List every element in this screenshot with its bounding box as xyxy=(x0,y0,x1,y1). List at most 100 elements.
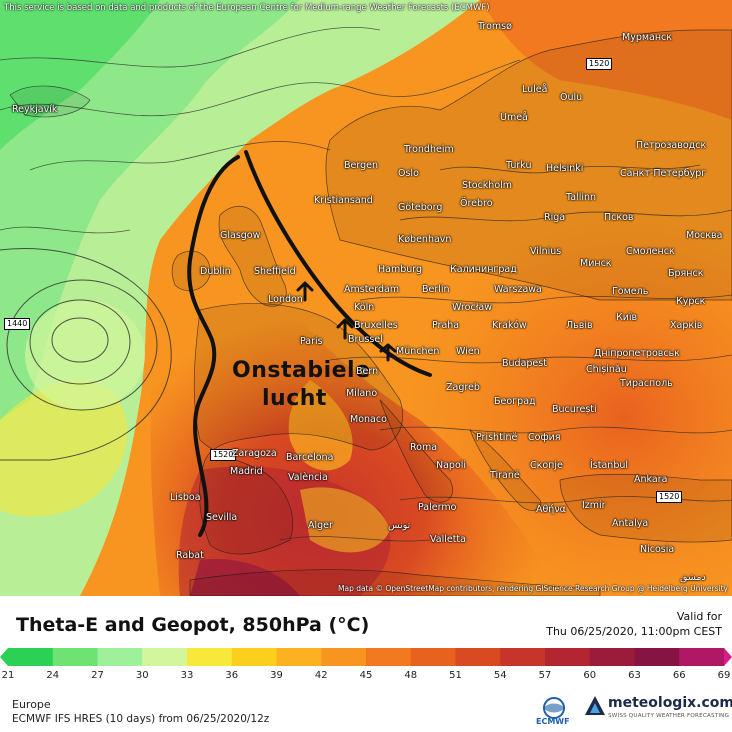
city-label: Санкт-Петербург xyxy=(620,168,707,179)
color-scale-tick-label: 27 xyxy=(91,670,104,681)
city-label: Vilnius xyxy=(530,246,562,257)
valid-time: Thu 06/25/2020, 11:00pm CEST xyxy=(546,625,722,638)
color-scale-tick-label: 51 xyxy=(449,670,462,681)
city-label: Amsterdam xyxy=(344,284,400,295)
city-label: Napoli xyxy=(436,460,467,471)
color-scale-segment xyxy=(634,648,680,666)
city-label: Warszawa xyxy=(494,284,542,295)
color-scale-segment xyxy=(455,648,501,666)
city-label: Калининград xyxy=(450,264,517,275)
theta-e-field xyxy=(0,0,732,596)
city-label: Львів xyxy=(566,320,593,331)
city-label: København xyxy=(398,234,452,245)
city-label: Riga xyxy=(544,212,566,223)
city-label: Wrocław xyxy=(452,302,492,313)
color-scale-high-arrow xyxy=(724,648,732,666)
city-label: Брянск xyxy=(668,268,704,279)
city-label: Chișinău xyxy=(586,364,627,375)
city-label: Palermo xyxy=(418,502,457,513)
city-label: Budapest xyxy=(502,358,547,369)
city-label: Glasgow xyxy=(220,230,261,241)
city-label: Ankara xyxy=(634,474,668,485)
color-scale-tick-label: 42 xyxy=(314,670,328,681)
city-label: Bern xyxy=(356,366,379,377)
isohypse-label: 1520 xyxy=(586,58,613,70)
color-scale-tick-label: 39 xyxy=(270,670,283,681)
city-label: Praha xyxy=(432,320,460,331)
city-label: Псков xyxy=(604,212,634,223)
city-label: València xyxy=(288,472,328,483)
color-scale-tick-label: 69 xyxy=(717,670,731,681)
meteologix-brand[interactable]: meteologix.com xyxy=(608,695,732,711)
color-scale-tick-label: 21 xyxy=(1,670,15,681)
city-label: Sevilla xyxy=(206,512,238,523)
color-scale-segment xyxy=(142,648,188,666)
color-scale-segment xyxy=(500,648,546,666)
city-label: Trondheim xyxy=(404,144,454,155)
color-scale-tick-label: 33 xyxy=(180,670,194,681)
color-scale-tick-label: 48 xyxy=(404,670,418,681)
isohypse-label: 1520 xyxy=(656,491,683,503)
color-scale-segment xyxy=(366,648,412,666)
color-scale-segment xyxy=(276,648,322,666)
city-label: Nicosia xyxy=(640,544,675,555)
meteologix-tagline: SWISS QUALITY WEATHER FORECASTING xyxy=(608,713,730,719)
city-label: Bergen xyxy=(344,160,378,171)
city-label: Москва xyxy=(686,230,723,241)
legend-panel: Theta-E and Geopot, 850hPa (°C) Valid fo… xyxy=(0,596,732,732)
city-label: Rabat xyxy=(176,550,204,561)
color-scale-tick-label: 24 xyxy=(46,670,60,681)
city-label: Київ xyxy=(616,312,638,323)
city-label: Zagreb xyxy=(446,382,480,393)
isohypse-label: 1520 xyxy=(210,449,237,461)
annotation-line-1: Onstabiele xyxy=(232,358,371,383)
city-label: Madrid xyxy=(230,466,263,477)
ecmwf-logo-icon xyxy=(543,697,565,719)
color-scale-tick-label: 57 xyxy=(538,670,552,681)
city-label: Мурманск xyxy=(622,32,673,43)
city-label: Köln xyxy=(354,302,375,313)
city-label: Roma xyxy=(410,442,438,453)
city-label: Sheffield xyxy=(254,266,296,277)
city-label: İstanbul xyxy=(590,460,629,471)
color-scale-segment xyxy=(187,648,233,666)
model-run-label: ECMWF IFS HRES (10 days) from 06/25/2020… xyxy=(12,713,270,725)
weather-map[interactable]: This service is based on data and produc… xyxy=(0,0,732,596)
city-label: Alger xyxy=(308,520,333,531)
color-scale-tick-label: 45 xyxy=(359,670,373,681)
city-label: Luleå xyxy=(522,84,548,95)
city-label: Örebro xyxy=(460,198,493,209)
city-label: Dublin xyxy=(200,266,231,277)
map-data-credit: Map data © OpenStreetMap contributors, r… xyxy=(338,584,728,593)
city-label: تونس xyxy=(388,520,411,531)
color-scale-ticks: 21 24 27 30 33 36 39 42 45 48 51 54 57 60 63 66 69 xyxy=(0,670,732,684)
city-label: Bruxelles xyxy=(354,320,398,331)
city-label: Turku xyxy=(506,160,532,171)
city-label: Петрозаводск xyxy=(636,140,707,151)
city-label: Kraków xyxy=(492,320,527,331)
color-scale-segment xyxy=(679,648,725,666)
color-scale-tick-label: 30 xyxy=(135,670,149,681)
color-scale-segment xyxy=(410,648,456,666)
city-label: Prishtinë xyxy=(476,432,518,443)
city-label: София xyxy=(528,432,561,443)
city-label: Харків xyxy=(670,320,703,331)
color-scale-segment xyxy=(97,648,143,666)
color-scale-tick-label: 66 xyxy=(672,670,686,681)
color-scale-segment xyxy=(321,648,367,666)
city-label: Stockholm xyxy=(462,180,513,191)
city-label: Kristiansand xyxy=(314,195,373,206)
city-label: Тирасполь xyxy=(620,378,673,389)
meteologix-logo-icon xyxy=(585,696,605,715)
color-scale-tick-label: 36 xyxy=(225,670,239,681)
color-scale-tick-label: 54 xyxy=(493,670,507,681)
color-scale-tick-label: 63 xyxy=(628,670,641,681)
city-label: Helsinki xyxy=(546,163,584,174)
city-label: București xyxy=(552,404,597,415)
city-label: Минск xyxy=(580,258,612,269)
color-scale-segment xyxy=(589,648,635,666)
city-label: Гомель xyxy=(612,286,649,297)
city-label: Курск xyxy=(676,296,706,307)
valid-for-label: Valid for xyxy=(676,610,722,623)
color-scale-segment xyxy=(8,648,54,666)
